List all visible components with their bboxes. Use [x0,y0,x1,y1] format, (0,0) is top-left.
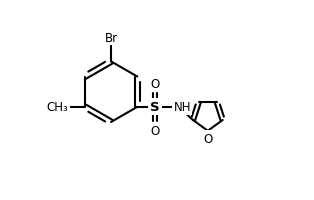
Text: Br: Br [105,32,118,45]
Text: CH₃: CH₃ [46,101,68,114]
Text: O: O [150,77,160,90]
Text: S: S [150,101,160,114]
Text: NH: NH [173,101,191,114]
Text: O: O [150,124,160,137]
Text: O: O [203,132,213,145]
